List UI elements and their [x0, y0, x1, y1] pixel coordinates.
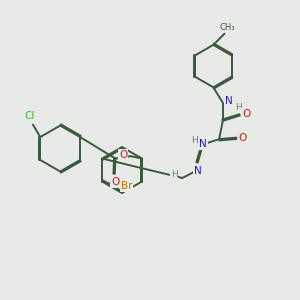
Text: N: N — [225, 96, 233, 106]
Text: CH₃: CH₃ — [219, 23, 235, 32]
Text: Br: Br — [121, 181, 132, 191]
Text: O: O — [238, 133, 247, 142]
Text: Cl: Cl — [24, 111, 34, 122]
Text: H: H — [171, 170, 178, 179]
Text: H: H — [236, 103, 242, 112]
Text: O: O — [242, 109, 250, 119]
Text: O: O — [111, 177, 119, 187]
Text: N: N — [199, 140, 207, 149]
Text: H: H — [191, 136, 197, 146]
Text: O: O — [119, 150, 128, 160]
Text: N: N — [194, 166, 202, 176]
